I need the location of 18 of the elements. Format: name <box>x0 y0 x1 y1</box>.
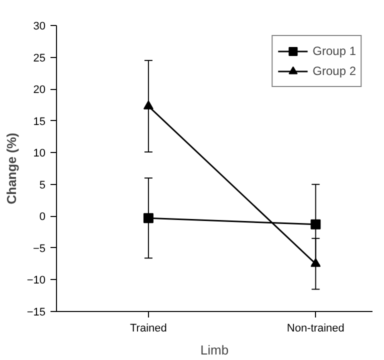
y-tick-label: 30 <box>33 20 46 32</box>
y-axis-title: Change (%) <box>4 132 19 204</box>
x-axis-title: Limb <box>200 342 229 358</box>
y-tick-label: −10 <box>26 274 46 287</box>
x-tick-label: Trained <box>130 322 167 334</box>
y-tick-label: −15 <box>26 306 46 318</box>
legend-label: Group 2 <box>312 64 356 78</box>
point <box>143 213 154 224</box>
y-tick-label: 10 <box>33 148 46 160</box>
y-tick-label: 15 <box>33 116 46 128</box>
point <box>310 219 321 230</box>
y-tick-label: 20 <box>33 84 46 96</box>
legend-label: Group 1 <box>312 44 356 58</box>
x-tick-label: Non-trained <box>286 322 344 334</box>
y-tick-label: −5 <box>32 242 46 255</box>
y-tick-label: 25 <box>33 52 46 64</box>
y-tick-label: 5 <box>39 179 46 192</box>
y-tick-label: 0 <box>39 211 46 224</box>
